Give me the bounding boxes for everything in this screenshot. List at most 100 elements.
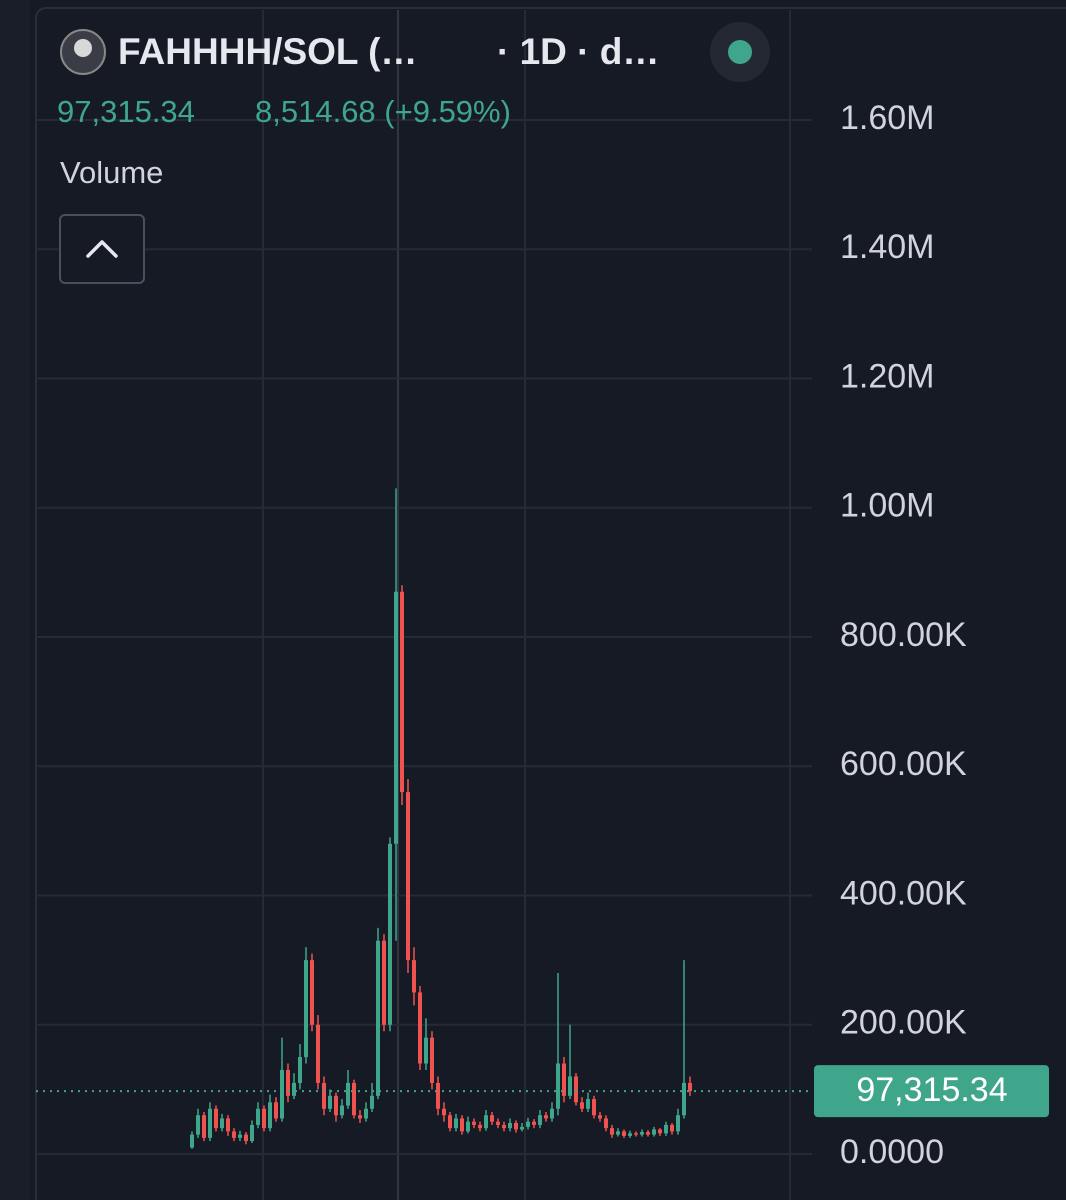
candle-body [370,1095,374,1109]
candle-body [268,1102,272,1129]
candle-body [538,1115,542,1125]
candle-body [190,1134,194,1148]
candle-body [208,1108,212,1138]
candle-body [418,992,422,1064]
candle-body [484,1115,488,1129]
grid-layer [36,10,812,1200]
candle-body [532,1121,536,1125]
candle-body [478,1124,482,1129]
candle-body [310,960,314,1025]
candle-body [520,1126,524,1130]
candle-body [412,960,416,993]
y-tick-label: 600.00K [840,745,967,783]
candle-body [508,1122,512,1129]
candle-body [556,1063,560,1109]
candle-layer [190,488,692,1149]
candle-body [334,1095,338,1116]
candle-body [202,1115,206,1138]
candle-body [490,1115,494,1122]
candle-body [634,1133,638,1135]
candle-body [568,1076,572,1096]
candle-body [616,1131,620,1135]
candle-body [196,1115,200,1135]
candle-body [226,1118,230,1132]
interval: · 1D · d… [497,31,659,72]
candle-body [454,1118,458,1129]
candle-body [382,940,386,1025]
candle-body [340,1105,344,1116]
candle-body [232,1131,236,1138]
candle-body [394,591,398,844]
candle-body [388,843,392,1025]
candle-body [442,1108,446,1116]
y-tick-label: 1.60M [840,99,935,137]
candle-body [514,1122,518,1130]
candle-body [580,1102,584,1109]
candle-body [640,1132,644,1135]
candle-body [304,960,308,1058]
candle-body [286,1069,290,1096]
candle-body [670,1124,674,1132]
candle-body [238,1134,242,1138]
candle-body [544,1115,548,1119]
candle-body [592,1099,596,1116]
candle-body [316,1024,320,1083]
candle-body [430,1037,434,1083]
left-panel [0,0,30,1200]
candle-body [610,1128,614,1135]
candle-body [274,1102,278,1119]
status-dot [728,40,752,64]
candle-body [676,1115,680,1132]
candle-body [550,1108,554,1119]
candle-body [628,1133,632,1136]
candle-body [298,1057,302,1083]
candle-body [214,1108,218,1129]
candle-body [292,1082,296,1096]
candle-body [682,1082,686,1116]
y-tick-label: 1.00M [840,487,935,525]
candle-body [220,1118,224,1129]
candle-body [586,1099,590,1109]
candle-body [400,591,404,793]
last-price-label: 97,315.34 [856,1071,1007,1109]
candle-body [562,1063,566,1096]
y-tick-label: 800.00K [840,616,967,654]
candle-body [598,1115,602,1119]
candle-body [358,1115,362,1119]
candle-body [262,1108,266,1129]
candle-body [664,1124,668,1134]
y-tick-label: 1.40M [840,228,935,266]
candle-body [244,1134,248,1142]
candle-body [322,1082,326,1109]
candle-body [256,1108,260,1125]
token-icon-detail [74,39,92,57]
candle-body [622,1131,626,1136]
candle-body [502,1124,506,1129]
chart-panel [35,7,1066,1200]
collapse-icon [86,240,118,258]
last-price-tag [814,1065,1049,1118]
candle-body [652,1129,656,1135]
header: FAHHHH/SOL (… · 1D · d… 97,315.34 8,514.… [57,22,770,284]
candle-body [448,1115,452,1129]
candle-body [424,1037,428,1064]
indicator-name: Volume [60,155,163,190]
candle-body [466,1121,470,1132]
candle-body [406,792,410,961]
candle-body [328,1095,332,1109]
candle-body [436,1082,440,1109]
candle-body [376,940,380,1096]
candle-body [646,1132,650,1135]
price: 97,315.34 [57,94,195,129]
y-tick-label: 0.0000 [840,1133,944,1171]
candle-body [352,1082,356,1116]
candle-body [364,1108,368,1119]
candle-body [526,1121,530,1127]
candle-body [496,1121,500,1125]
change: 8,514.68 (+9.59%) [255,94,511,129]
candle-body [574,1076,578,1103]
candle-body [250,1124,254,1142]
candle-body [460,1118,464,1132]
collapse-button[interactable] [59,214,145,284]
